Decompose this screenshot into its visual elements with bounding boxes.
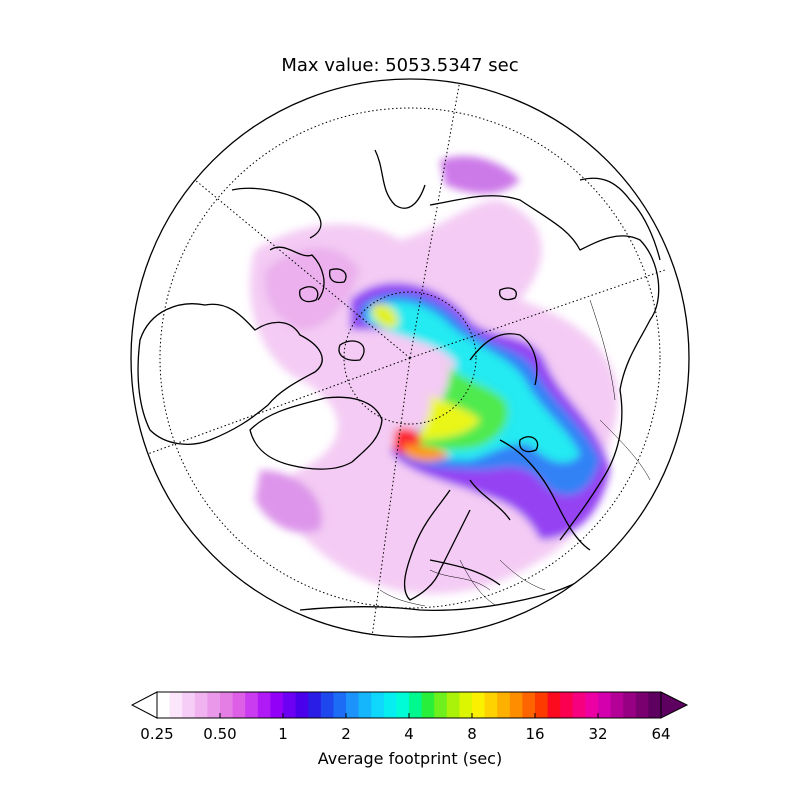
colorbar-cell: [308, 692, 322, 718]
colorbar-cell: [535, 692, 549, 718]
colorbar-tick-label: 8: [467, 725, 477, 743]
colorbar-tick-label: 64: [651, 725, 671, 743]
colorbar-cell: [346, 692, 360, 718]
colorbar-cell: [572, 692, 586, 718]
colorbar-cell: [509, 692, 523, 718]
colorbar-cell: [459, 692, 473, 718]
colorbar-cell: [635, 692, 649, 718]
colorbar-cell: [232, 692, 246, 718]
colorbar-tick-label: 0.25: [140, 725, 174, 743]
colorbar-extend-high: [660, 691, 689, 719]
colorbar-cell: [182, 692, 196, 718]
colorbar-cell: [333, 692, 347, 718]
colorbar-cell: [371, 692, 385, 718]
colorbar-cells: [157, 692, 662, 718]
scandinavia-outline: [403, 489, 471, 601]
colorbar-cell: [610, 692, 624, 718]
colorbar-tick-marks: [156, 713, 662, 718]
colorbar-tick-label: 32: [588, 725, 608, 743]
colorbar-cell: [434, 692, 448, 718]
map-title: Max value: 5053.5347 sec: [281, 55, 519, 76]
colorbar-cell: [283, 692, 297, 718]
colorbar-cell: [598, 692, 612, 718]
colorbar-cell: [421, 692, 435, 718]
colorbar-cell: [547, 692, 561, 718]
colorbar-tick-label: 0.50: [203, 725, 237, 743]
colorbar-cell: [446, 692, 460, 718]
footprint-field: [250, 156, 618, 594]
coastlines: [137, 149, 661, 612]
greenland-outline: [249, 396, 383, 470]
colorbar-cell: [497, 692, 511, 718]
colorbar-cell: [320, 692, 334, 718]
colorbar-cell: [585, 692, 599, 718]
colorbar-cell: [409, 692, 423, 718]
colorbar-cell: [383, 692, 397, 718]
colorbar-tick-label: 4: [404, 725, 414, 743]
colorbar-cell: [257, 692, 271, 718]
colorbar-extend-low: [130, 691, 158, 719]
colorbar-cell: [560, 692, 574, 718]
colorbar-cell: [522, 692, 536, 718]
colorbar-cell: [295, 692, 309, 718]
colorbar-cell: [484, 692, 498, 718]
colorbar-cell: [472, 692, 486, 718]
colorbar-cell: [648, 692, 662, 718]
colorbar-tick-label: 1: [278, 725, 288, 743]
colorbar-cell: [157, 692, 171, 718]
colorbar-tick-label: 2: [341, 725, 351, 743]
country-borders: [379, 299, 651, 607]
colorbar-cell: [207, 692, 221, 718]
colorbar-tick-label: 16: [525, 725, 545, 743]
colorbar-cell: [358, 692, 372, 718]
graticule: [144, 79, 666, 637]
colorbar-cell: [245, 692, 259, 718]
colorbar-cell: [270, 692, 284, 718]
colorbar-cell: [396, 692, 410, 718]
colorbar-cell: [169, 692, 183, 718]
colorbar-cell: [220, 692, 234, 718]
colorbar-label: Average footprint (sec): [317, 749, 503, 768]
colorbar-cell: [623, 692, 637, 718]
colorbar-cell: [194, 692, 208, 718]
